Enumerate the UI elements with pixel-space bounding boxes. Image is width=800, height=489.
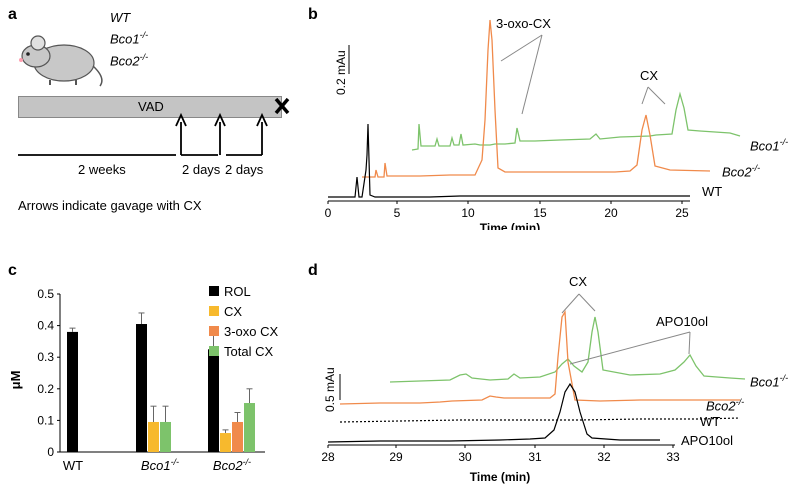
category-label: Bco2-/-	[213, 457, 251, 473]
period-3: 2 days	[225, 162, 264, 177]
bar-cx	[148, 421, 159, 452]
bar-total-cx	[160, 421, 171, 452]
legend-label: CX	[224, 303, 243, 319]
error-bar	[69, 327, 76, 332]
legend-item: 3-oxo CX	[209, 321, 278, 341]
trace-label-bco1-d: Bco1-/-	[750, 373, 789, 390]
x-ticks-d: 28 29 30 31 32 33	[321, 445, 680, 464]
bar-cx	[220, 433, 231, 452]
x-tick-d: 32	[597, 450, 611, 464]
x-tick-d: 28	[321, 450, 335, 464]
chromatogram-d: 0.5 mAu CX APO10ol 28 29 30 31 32 33 Tim…	[321, 274, 746, 484]
x-tick-b: 10	[461, 206, 475, 220]
x-tick-d: 29	[389, 450, 403, 464]
trace-label-bco1-b: Bco1-/-	[750, 137, 789, 154]
bar-rol	[208, 349, 219, 452]
oxo-leader-2	[521, 34, 543, 115]
error-bar	[222, 429, 229, 434]
trace-wt-b	[328, 123, 690, 198]
bar-total-cx	[244, 403, 255, 452]
legend-label: ROL	[224, 283, 251, 299]
panel-d-label: d	[308, 262, 318, 279]
panel-a-label: a	[8, 6, 17, 23]
bar-rol	[67, 331, 78, 452]
genotype-bco2: Bco2-/-	[110, 52, 149, 69]
error-bar	[234, 412, 241, 422]
y-label-c: μM	[8, 371, 23, 390]
x-tick-b: 5	[394, 206, 401, 220]
genotype-wt: WT	[110, 10, 131, 25]
legend-c: ROL CX 3-oxo CX Total CX	[209, 281, 278, 361]
trace-bco1-b	[411, 91, 741, 151]
oxo-leader-1	[500, 34, 543, 62]
gavage-note: Arrows indicate gavage with CX	[18, 198, 202, 213]
legend-swatch-cx	[209, 306, 219, 316]
x-label-d: Time (min)	[470, 470, 530, 484]
legend-swatch-oxo	[209, 326, 219, 336]
legend-item: CX	[209, 301, 278, 321]
error-bar	[150, 405, 157, 422]
trace-apo-d	[327, 382, 660, 443]
legend-item: Total CX	[209, 341, 278, 361]
x-tick-d: 30	[458, 450, 472, 464]
x-label-b: Time (min)	[480, 221, 540, 230]
gavage-arrows	[175, 112, 268, 155]
trace-label-bco2-d: Bco2-/-	[706, 397, 745, 414]
legend-item: ROL	[209, 281, 278, 301]
legend-label: 3-oxo CX	[224, 323, 279, 339]
x-tick-b: 25	[675, 206, 689, 220]
y-tick-label: 0.2	[37, 382, 54, 396]
category-label: WT	[63, 458, 83, 473]
y-tick-label: 0	[47, 445, 54, 459]
trace-label-wt-d: WT	[700, 414, 721, 429]
cx-annotation-b: CX	[640, 68, 658, 83]
x-tick-d: 31	[528, 450, 542, 464]
scale-bar-d-label: 0.5 mAu	[323, 367, 337, 412]
bar-3-oxo-cx	[232, 421, 243, 452]
trace-label-bco2-b: Bco2-/-	[722, 163, 761, 180]
mouse-icon	[19, 35, 103, 87]
category-label: Bco1-/-	[141, 457, 179, 473]
cx-annotation-d: CX	[569, 274, 587, 289]
y-tick-label: 0.4	[37, 319, 54, 333]
chromatogram-b: 0.2 mAu 3-oxo-CX CX 0 5 10 15 20 25 Time…	[325, 16, 741, 230]
trace-bco1-d	[389, 316, 746, 383]
x-tick-b: 20	[604, 206, 618, 220]
x-ticks-b: 0 5 10 15 20 25	[325, 201, 689, 220]
trace-label-apo-d: APO10ol	[681, 433, 734, 448]
x-tick-b: 15	[533, 206, 547, 220]
legend-swatch-rol	[209, 286, 219, 296]
diet-label: VAD	[138, 99, 164, 114]
trace-label-wt-b: WT	[702, 184, 723, 199]
y-tick-label: 0.3	[37, 350, 54, 364]
x-tick-d: 33	[666, 450, 680, 464]
scale-bar-b-label: 0.2 mAu	[334, 50, 348, 95]
y-tick-label: 0.5	[37, 287, 54, 301]
trace-bco2-d	[339, 309, 740, 405]
trace-bco2-b	[362, 19, 711, 178]
trace-wt-d	[339, 417, 741, 423]
period-2: 2 days	[182, 162, 221, 177]
error-bar	[162, 405, 169, 422]
error-bar	[246, 388, 253, 404]
error-bar	[138, 312, 145, 325]
genotype-bco1: Bco1-/-	[110, 30, 149, 47]
end-mark-icon	[274, 97, 290, 115]
bar-chart-c: μM 0 0.1 0.2 0.3 0.4 0.5 WT Bco1-/- Bco2-/-	[8, 287, 265, 473]
timeline-graphic	[18, 97, 290, 156]
legend-swatch-total	[209, 346, 219, 356]
x-tick-b: 0	[325, 206, 332, 220]
oxo-cx-annotation: 3-oxo-CX	[496, 16, 551, 31]
panel-c-label: c	[8, 262, 17, 279]
y-tick-label: 0.1	[37, 413, 54, 427]
apo-annotation-d: APO10ol	[656, 314, 708, 329]
panel-b-label: b	[308, 6, 318, 23]
period-1: 2 weeks	[78, 162, 126, 177]
legend-label: Total CX	[224, 343, 274, 359]
bar-rol	[136, 324, 147, 452]
